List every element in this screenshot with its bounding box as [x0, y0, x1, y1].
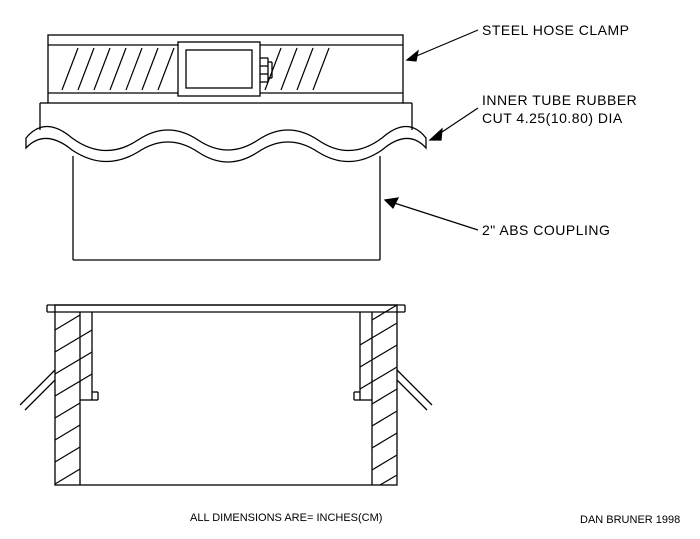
tube-label-2: CUT 4.25(10.80) DIA	[482, 110, 623, 126]
section-view	[20, 305, 432, 485]
dimensions-note: ALL DIMENSIONS ARE= INCHES(CM)	[190, 512, 382, 524]
credit-label: DAN BRUNER 1998	[580, 514, 680, 526]
coupling-label: 2" ABS COUPLING	[482, 222, 610, 238]
abs-coupling-top	[73, 156, 380, 260]
hose-clamp	[48, 35, 403, 103]
inner-tube-rubber	[26, 103, 426, 162]
clamp-label: STEEL HOSE CLAMP	[482, 22, 630, 38]
tube-label-1: INNER TUBE RUBBER	[482, 92, 637, 108]
leader-lines	[385, 30, 478, 230]
